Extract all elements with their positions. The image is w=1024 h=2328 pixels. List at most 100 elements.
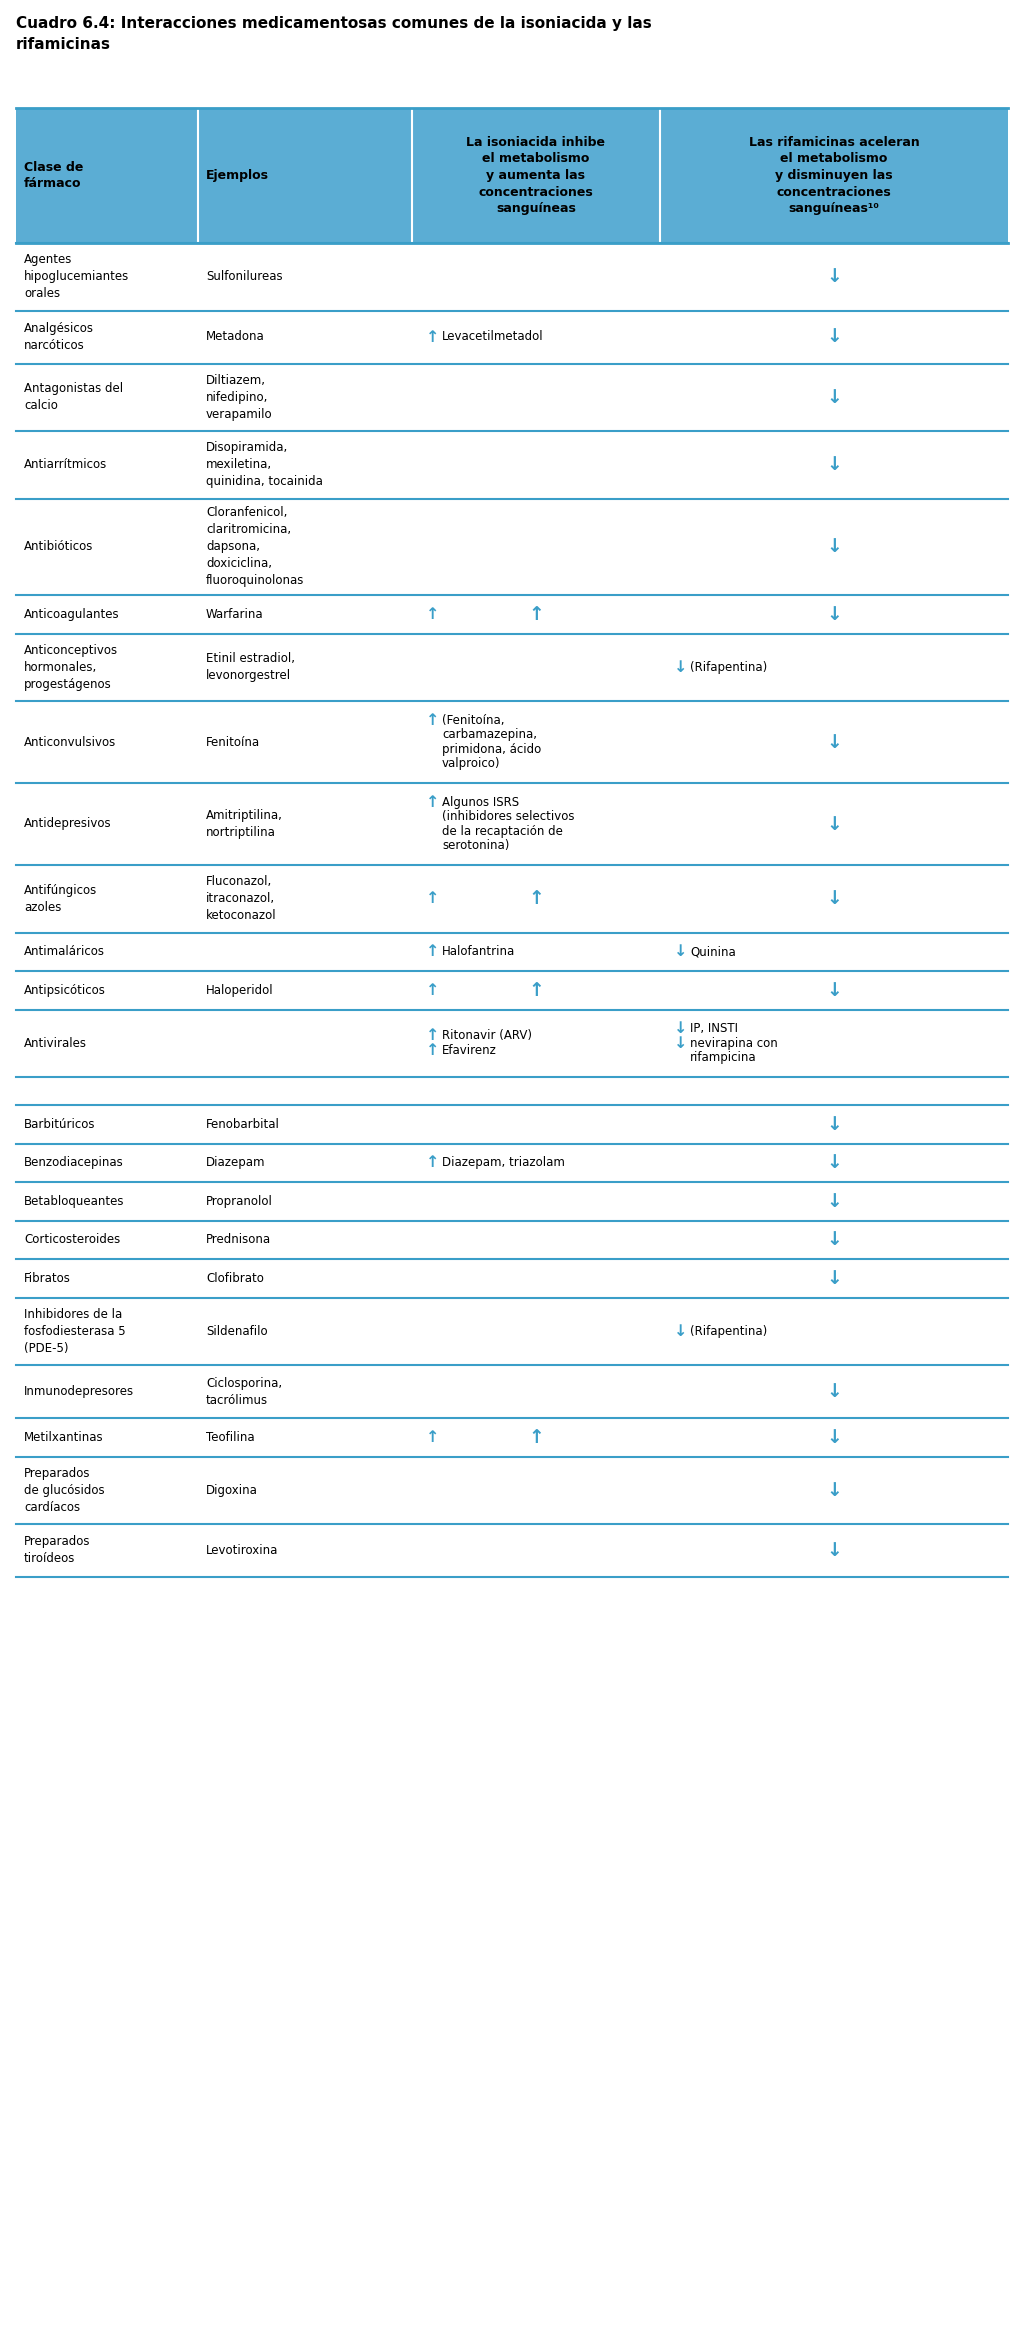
Text: ↑: ↑ (426, 892, 439, 906)
Text: ↓: ↓ (826, 733, 842, 752)
Text: rifampicina: rifampicina (690, 1052, 757, 1064)
Text: Halofantrina: Halofantrina (442, 945, 515, 959)
Text: ↑: ↑ (426, 1029, 439, 1043)
Text: Efavirenz: Efavirenz (442, 1043, 497, 1057)
Text: Ritonavir (ARV): Ritonavir (ARV) (442, 1029, 532, 1043)
Text: Diazepam: Diazepam (206, 1157, 265, 1169)
Text: ↓: ↓ (826, 980, 842, 999)
Text: Antagonistas del
calcio: Antagonistas del calcio (24, 382, 123, 412)
Text: Inhibidores de la
fosfodiesterasa 5
(PDE-5): Inhibidores de la fosfodiesterasa 5 (PDE… (24, 1308, 126, 1355)
Text: primidona, ácido: primidona, ácido (442, 743, 542, 757)
Text: ↑: ↑ (426, 945, 439, 959)
Text: ↓: ↓ (826, 1541, 842, 1560)
Text: Sulfonilureas: Sulfonilureas (206, 270, 283, 284)
Text: Haloperidol: Haloperidol (206, 985, 273, 996)
Text: Betabloqueantes: Betabloqueantes (24, 1194, 125, 1208)
Text: ↓: ↓ (826, 1192, 842, 1211)
Text: ↑: ↑ (426, 608, 439, 622)
Text: ↓: ↓ (826, 1383, 842, 1401)
Text: ↓: ↓ (826, 815, 842, 833)
Text: ↓: ↓ (674, 1022, 687, 1036)
Text: ↓: ↓ (826, 1152, 842, 1173)
Text: Benzodiacepinas: Benzodiacepinas (24, 1157, 124, 1169)
Text: Fluconazol,
itraconazol,
ketoconazol: Fluconazol, itraconazol, ketoconazol (206, 875, 276, 922)
Text: ↑: ↑ (528, 889, 544, 908)
Text: serotonina): serotonina) (442, 840, 509, 852)
Text: Sildenafilo: Sildenafilo (206, 1325, 267, 1339)
Text: ↓: ↓ (826, 389, 842, 407)
Text: ↓: ↓ (674, 1325, 687, 1339)
Text: Propranolol: Propranolol (206, 1194, 272, 1208)
Text: Etinil estradiol,
levonorgestrel: Etinil estradiol, levonorgestrel (206, 652, 295, 682)
Text: Clase de
fármaco: Clase de fármaco (24, 161, 83, 191)
Text: ↓: ↓ (826, 1481, 842, 1499)
Text: Prednisona: Prednisona (206, 1234, 271, 1245)
Text: ↓: ↓ (826, 538, 842, 556)
Text: Ciclosporina,
tacrólimus: Ciclosporina, tacrólimus (206, 1376, 283, 1406)
Text: Amitriptilina,
nortriptilina: Amitriptilina, nortriptilina (206, 810, 283, 838)
Text: Diltiazem,
nifedipino,
verapamilo: Diltiazem, nifedipino, verapamilo (206, 375, 272, 421)
Text: IP, INSTI: IP, INSTI (690, 1022, 738, 1036)
Text: Algunos ISRS: Algunos ISRS (442, 796, 519, 808)
Text: ↓: ↓ (826, 456, 842, 475)
Text: Corticosteroides: Corticosteroides (24, 1234, 120, 1245)
Text: La isoniacida inhibe
el metabolismo
y aumenta las
concentraciones
sanguíneas: La isoniacida inhibe el metabolismo y au… (467, 135, 605, 214)
Text: ↑: ↑ (426, 982, 439, 999)
Text: ↓: ↓ (826, 605, 842, 624)
Text: Quinina: Quinina (690, 945, 736, 959)
Text: Antidepresivos: Antidepresivos (24, 817, 112, 831)
Text: ↓: ↓ (826, 1269, 842, 1287)
Text: Barbitúricos: Barbitúricos (24, 1117, 95, 1131)
Text: (inhibidores selectivos: (inhibidores selectivos (442, 810, 574, 824)
Bar (412, 107, 660, 242)
Text: Teofilina: Teofilina (206, 1432, 255, 1443)
Text: Anticonceptivos
hormonales,
progestágenos: Anticonceptivos hormonales, progestágeno… (24, 645, 118, 691)
Text: (Fenitoína,: (Fenitoína, (442, 715, 505, 726)
Text: de la recaptación de: de la recaptación de (442, 824, 563, 838)
Text: Ejemplos: Ejemplos (206, 170, 269, 182)
Text: Anticonvulsivos: Anticonvulsivos (24, 736, 117, 750)
Text: ↓: ↓ (674, 659, 687, 675)
Text: ↑: ↑ (528, 980, 544, 999)
Text: Inmunodepresores: Inmunodepresores (24, 1385, 134, 1399)
Text: ↑: ↑ (426, 1155, 439, 1171)
Text: Preparados
tiroídeos: Preparados tiroídeos (24, 1536, 90, 1564)
Text: ↓: ↓ (826, 1229, 842, 1250)
Text: Antiarrítmicos: Antiarrítmicos (24, 459, 108, 470)
Text: Las rifamicinas aceleran
el metabolismo
y disminuyen las
concentraciones
sanguín: Las rifamicinas aceleran el metabolismo … (749, 135, 920, 214)
Text: ↓: ↓ (674, 1036, 687, 1050)
Text: ↑: ↑ (426, 1429, 439, 1446)
Text: Disopiramida,
mexiletina,
quinidina, tocainida: Disopiramida, mexiletina, quinidina, toc… (206, 442, 323, 489)
Text: Antifúngicos
azoles: Antifúngicos azoles (24, 885, 97, 915)
Text: Preparados
de glucósidos
cardíacos: Preparados de glucósidos cardíacos (24, 1467, 104, 1513)
Text: Clofibrato: Clofibrato (206, 1271, 264, 1285)
Text: Anticoagulantes: Anticoagulantes (24, 608, 120, 622)
Text: Metilxantinas: Metilxantinas (24, 1432, 103, 1443)
Text: Fibratos: Fibratos (24, 1271, 71, 1285)
Text: Fenitoína: Fenitoína (206, 736, 260, 750)
Text: ↑: ↑ (426, 1043, 439, 1057)
Bar (198, 107, 412, 242)
Text: Digoxina: Digoxina (206, 1483, 258, 1497)
Text: ↑: ↑ (426, 712, 439, 729)
Text: ↑: ↑ (426, 794, 439, 810)
Text: ↓: ↓ (826, 268, 842, 286)
Text: Metadona: Metadona (206, 331, 265, 345)
Text: Analgésicos
narcóticos: Analgésicos narcóticos (24, 321, 94, 352)
Text: (Rifapentina): (Rifapentina) (690, 661, 767, 673)
Text: ↑: ↑ (528, 605, 544, 624)
Text: Levotiroxina: Levotiroxina (206, 1543, 279, 1557)
Text: Agentes
hipoglucemiantes
orales: Agentes hipoglucemiantes orales (24, 254, 129, 300)
Text: Cuadro 6.4: Interacciones medicamentosas comunes de la isoniacida y las
rifamici: Cuadro 6.4: Interacciones medicamentosas… (16, 16, 651, 51)
Text: Levacetilmetadol: Levacetilmetadol (442, 331, 544, 345)
Text: Antivirales: Antivirales (24, 1036, 87, 1050)
Text: ↓: ↓ (826, 889, 842, 908)
Bar (16, 107, 198, 242)
Text: (Rifapentina): (Rifapentina) (690, 1325, 767, 1339)
Text: valproico): valproico) (442, 757, 501, 771)
Text: ↓: ↓ (826, 328, 842, 347)
Text: ↑: ↑ (426, 331, 439, 345)
Text: nevirapina con: nevirapina con (690, 1036, 778, 1050)
Text: Antimaláricos: Antimaláricos (24, 945, 105, 959)
Text: Fenobarbital: Fenobarbital (206, 1117, 280, 1131)
